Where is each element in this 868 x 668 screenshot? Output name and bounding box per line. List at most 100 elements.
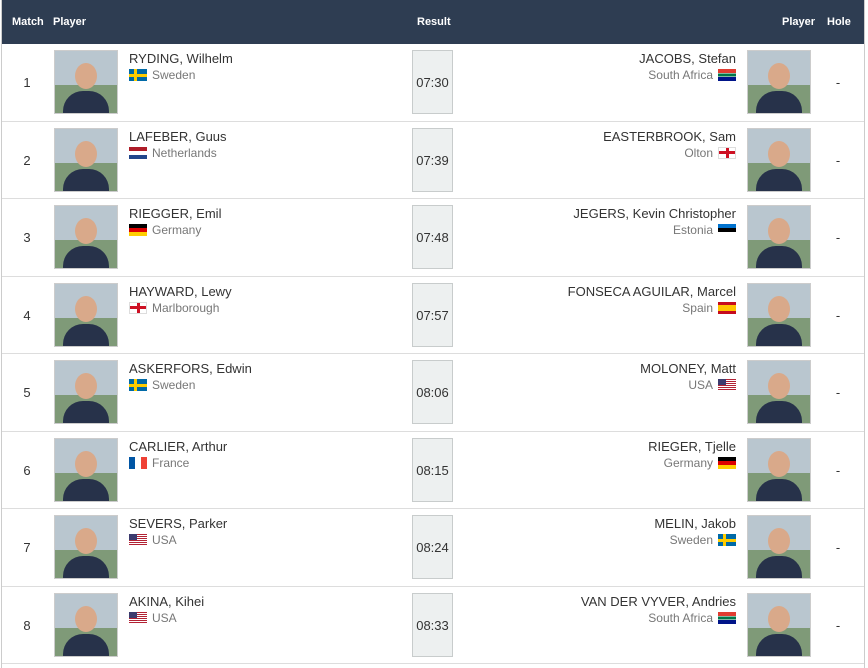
player-country: South Africa bbox=[648, 611, 736, 625]
match-row: 7 SEVERS, Parker USA 08:24 MELIN, Jakob Swede… bbox=[2, 509, 864, 587]
player-photo bbox=[54, 205, 118, 269]
table-header: Match Player Result Player Hole bbox=[2, 0, 864, 44]
player-photo bbox=[747, 50, 811, 114]
match-number: 3 bbox=[23, 230, 31, 245]
tee-time: 08:15 bbox=[412, 437, 453, 502]
country-flag bbox=[718, 534, 736, 546]
player-name: VAN DER VYVER, Andries bbox=[580, 593, 736, 609]
match-number: 4 bbox=[23, 307, 31, 323]
player-country: Marlborough bbox=[129, 301, 219, 315]
player-name: RIEGGER, Emil bbox=[129, 206, 222, 221]
country-name: USA bbox=[688, 378, 713, 392]
hole-status: - bbox=[835, 152, 841, 168]
player-photo bbox=[54, 360, 118, 424]
player-name: HAYWARD, Lewy bbox=[129, 283, 232, 299]
tee-time: 07:39 bbox=[412, 127, 453, 192]
country-name: Sweden bbox=[152, 68, 196, 82]
match-number: 8 bbox=[23, 617, 31, 633]
match-row: 2 LAFEBER, Guus Netherlands 07:39 EASTERBROO… bbox=[2, 122, 864, 199]
hole-status: - bbox=[835, 617, 841, 633]
player-name: JEGERS, Kevin Christopher bbox=[573, 206, 736, 221]
player-country: USA bbox=[129, 611, 177, 625]
country-flag bbox=[129, 301, 147, 314]
player-photo bbox=[747, 127, 811, 192]
player-photo bbox=[54, 50, 118, 114]
player-photo bbox=[54, 127, 118, 192]
player-name: RIEGER, Tjelle bbox=[648, 438, 736, 454]
player-name: AKINA, Kihei bbox=[129, 593, 205, 609]
player-country: South Africa bbox=[648, 68, 736, 82]
player-name: SEVERS, Parker bbox=[129, 516, 228, 531]
hole-status: - bbox=[835, 307, 841, 323]
country-name: South Africa bbox=[648, 610, 713, 625]
country-flag bbox=[129, 379, 147, 391]
player-photo bbox=[747, 592, 811, 657]
match-number: 6 bbox=[23, 462, 31, 478]
country-flag bbox=[718, 301, 736, 314]
country-name: South Africa bbox=[648, 68, 713, 82]
match-number: 2 bbox=[23, 152, 31, 168]
country-flag bbox=[718, 69, 736, 81]
country-flag bbox=[718, 224, 736, 236]
player-country: Germany bbox=[129, 223, 201, 237]
player-photo bbox=[54, 515, 118, 579]
tee-time: 07:57 bbox=[412, 282, 453, 347]
tee-time: 08:33 bbox=[412, 592, 453, 657]
header-match: Match bbox=[12, 16, 44, 28]
player-country: France bbox=[129, 456, 189, 470]
header-player: Player bbox=[53, 16, 87, 28]
country-name: Netherlands bbox=[152, 145, 217, 160]
player-country: Estonia bbox=[673, 223, 736, 237]
player-name: JACOBS, Stefan bbox=[639, 51, 736, 66]
hole-status: - bbox=[835, 385, 841, 400]
country-name: Olton bbox=[684, 145, 713, 160]
player-country: Germany bbox=[664, 456, 736, 470]
country-name: USA bbox=[152, 610, 177, 625]
match-number: 5 bbox=[23, 385, 31, 400]
country-name: Spain bbox=[682, 300, 713, 315]
player-name: LAFEBER, Guus bbox=[129, 128, 227, 144]
player-country: Sweden bbox=[129, 378, 195, 392]
player-photo bbox=[747, 360, 811, 424]
country-flag bbox=[718, 379, 736, 391]
player-photo bbox=[747, 437, 811, 502]
player-country: Netherlands bbox=[129, 146, 217, 160]
player-name: MELIN, Jakob bbox=[654, 516, 736, 531]
player-name: FONSECA AGUILAR, Marcel bbox=[567, 283, 736, 299]
match-row: 8 AKINA, Kihei USA 08:33 VAN DER VYVER, Andr… bbox=[2, 587, 864, 664]
player-photo bbox=[747, 515, 811, 579]
country-name: Germany bbox=[663, 455, 713, 470]
country-flag bbox=[718, 146, 736, 159]
header-result: Result bbox=[417, 16, 451, 28]
country-flag bbox=[129, 456, 147, 469]
player-name: CARLIER, Arthur bbox=[129, 438, 228, 454]
tee-time: 07:30 bbox=[412, 50, 453, 114]
country-flag bbox=[718, 611, 736, 624]
hole-status: - bbox=[835, 540, 841, 555]
player-country: USA bbox=[688, 378, 736, 392]
country-name: Germany bbox=[152, 223, 202, 237]
country-name: France bbox=[152, 455, 190, 470]
hole-status: - bbox=[835, 75, 841, 90]
tee-time: 08:06 bbox=[412, 360, 453, 424]
country-flag bbox=[129, 534, 147, 546]
player-name: ASKERFORS, Edwin bbox=[129, 361, 252, 376]
match-row: 3 RIEGGER, Emil Germany 07:48 JEGERS, Kevin … bbox=[2, 199, 864, 277]
match-row: 6 CARLIER, Arthur France 08:15 RIEGER, Tjell… bbox=[2, 432, 864, 509]
country-flag bbox=[129, 146, 147, 159]
player-photo bbox=[747, 282, 811, 347]
player-photo bbox=[54, 437, 118, 502]
player-photo bbox=[747, 205, 811, 269]
hole-status: - bbox=[835, 230, 841, 245]
tee-time: 07:48 bbox=[412, 205, 453, 269]
country-name: Sweden bbox=[669, 533, 713, 547]
country-name: USA bbox=[152, 533, 177, 547]
player-country: Spain bbox=[682, 301, 736, 315]
header-hole: Hole bbox=[827, 16, 851, 28]
player-country: Olton bbox=[684, 146, 736, 160]
player-photo bbox=[54, 592, 118, 657]
country-name: Sweden bbox=[152, 378, 196, 392]
country-flag bbox=[129, 224, 147, 236]
match-number: 7 bbox=[23, 540, 31, 555]
